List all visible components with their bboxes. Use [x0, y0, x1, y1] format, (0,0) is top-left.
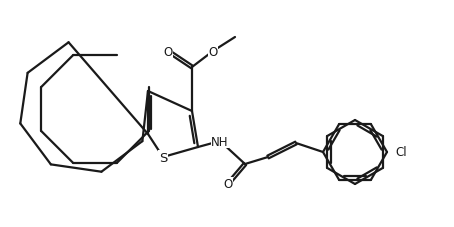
Text: O: O	[163, 45, 173, 58]
Text: NH: NH	[211, 135, 229, 148]
Text: Cl: Cl	[395, 146, 407, 159]
Text: S: S	[159, 151, 167, 164]
Text: O: O	[208, 45, 217, 58]
Text: O: O	[223, 178, 232, 191]
